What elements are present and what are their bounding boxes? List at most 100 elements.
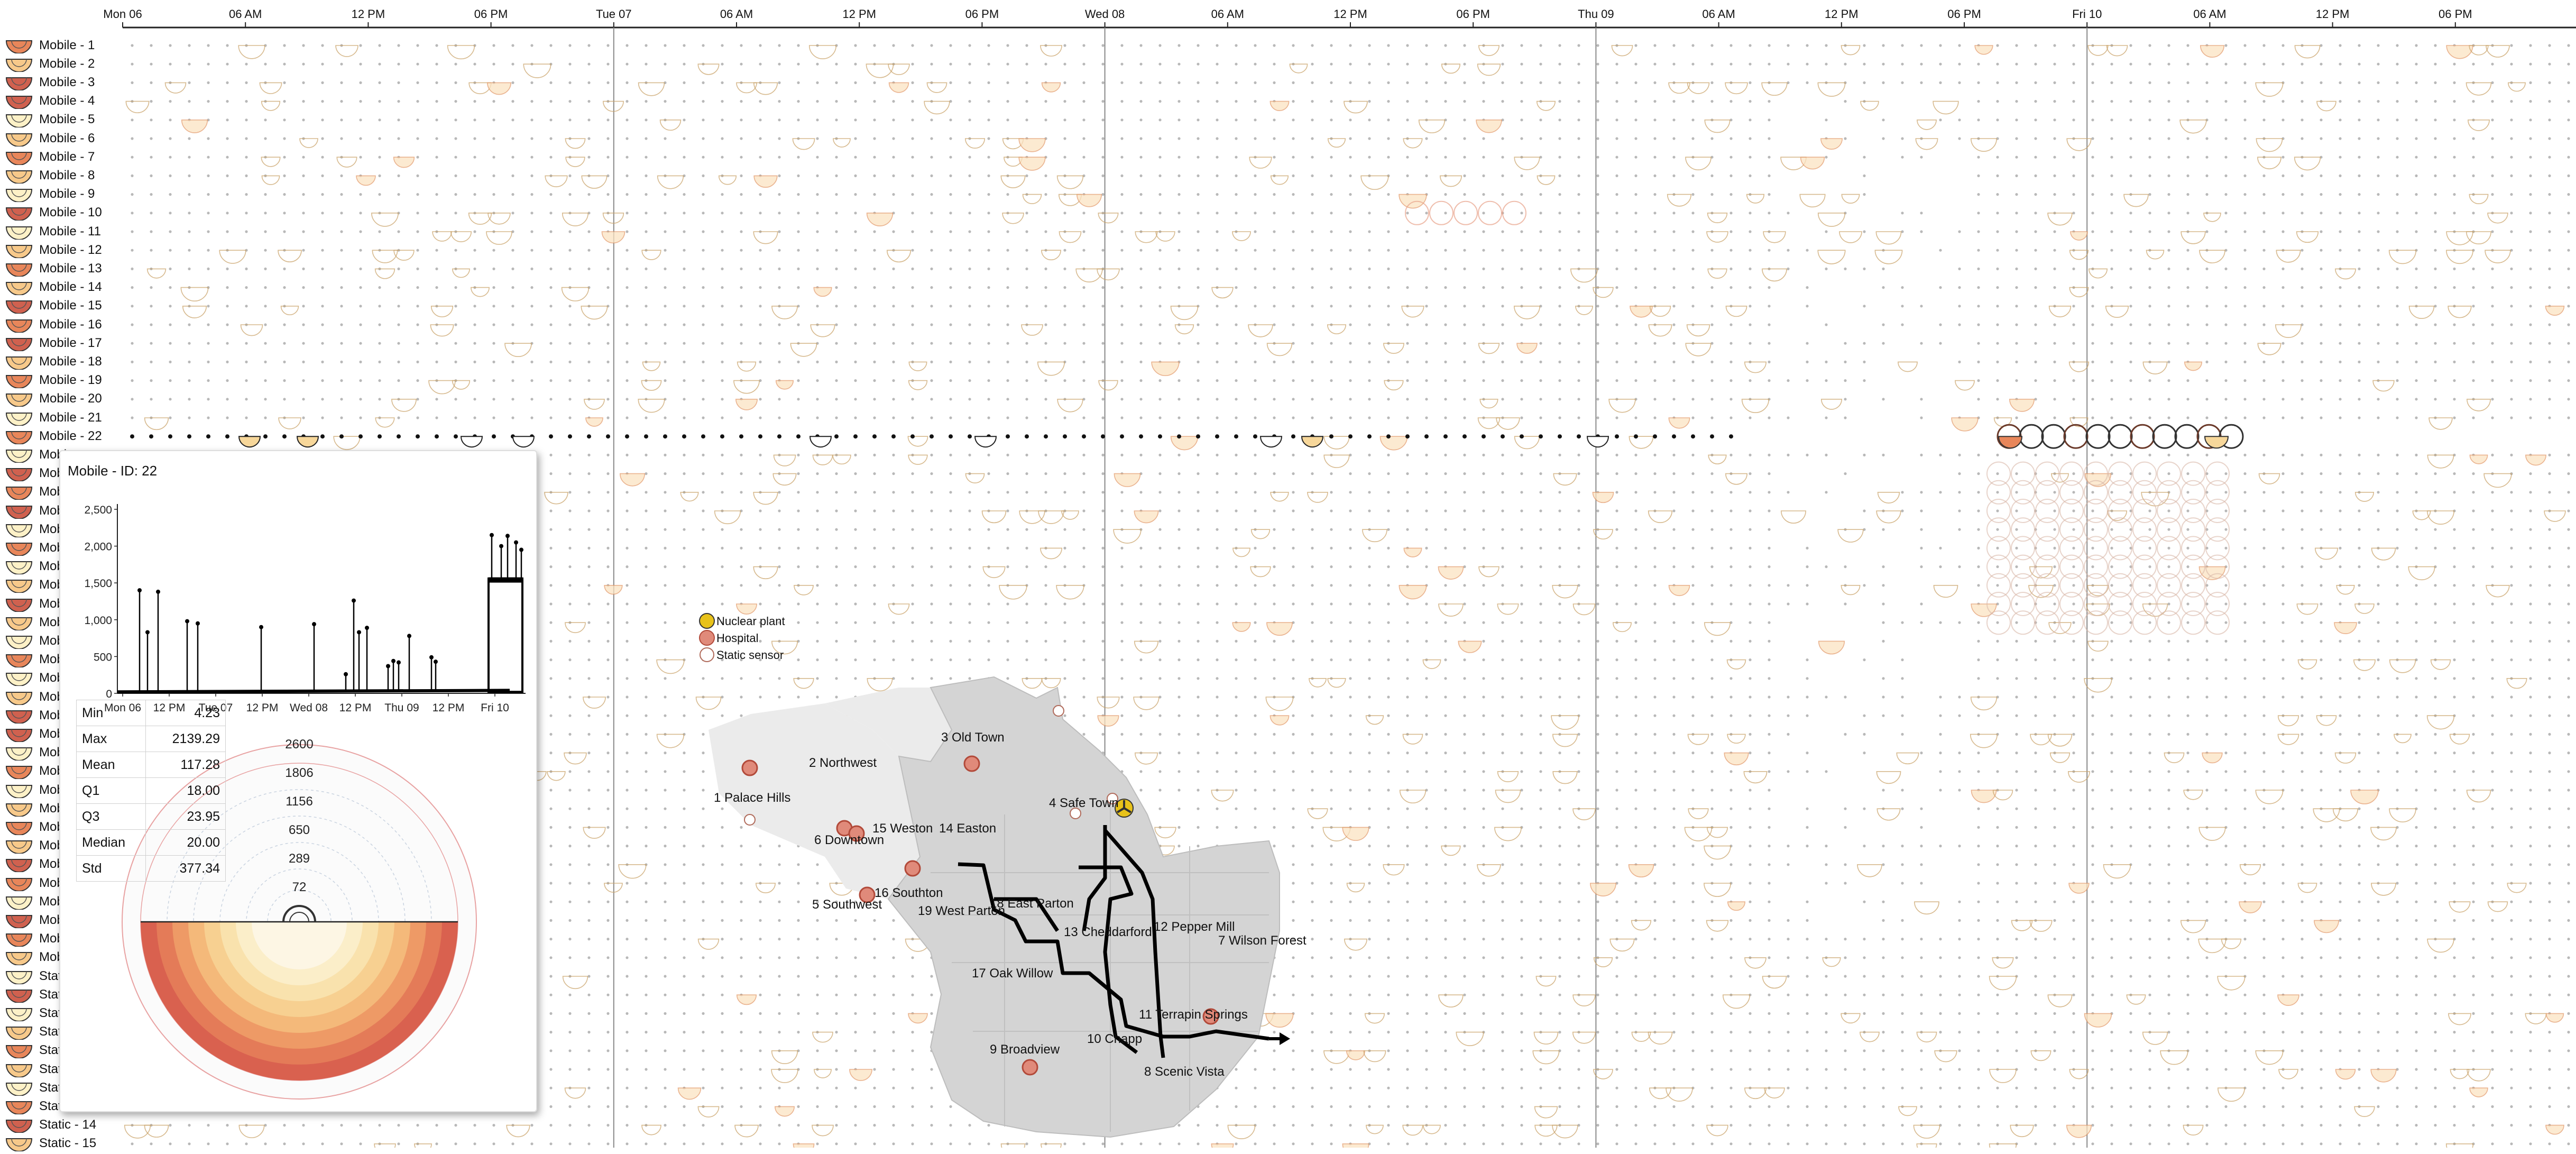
reading-dot — [1006, 416, 1009, 419]
reading-dot — [1139, 118, 1142, 121]
reading-dot — [1710, 249, 1713, 252]
reading-dot — [2148, 733, 2151, 736]
reading-dot — [359, 268, 362, 270]
reading-dot — [2110, 733, 2113, 736]
reading-dot — [226, 230, 228, 233]
reading-dot — [1958, 323, 1961, 326]
reading-dot — [1025, 528, 1028, 531]
reading-dot — [378, 81, 381, 84]
reading-dot — [816, 193, 818, 196]
reading-dot — [664, 454, 666, 456]
reading-dot — [1158, 81, 1161, 84]
reading-dot — [1235, 715, 1237, 717]
reading-dot — [2262, 491, 2265, 493]
reading-dot — [2491, 528, 2494, 531]
reading-dot — [1368, 81, 1370, 84]
reading-dot — [1977, 81, 1980, 84]
reading-dot — [2072, 212, 2075, 214]
reading-dot — [797, 268, 799, 270]
reading-dot — [892, 379, 895, 382]
reading-dot — [1977, 677, 1980, 680]
reading-dot — [1768, 156, 1770, 159]
reading-dot — [1501, 305, 1504, 307]
reading-dot — [492, 249, 495, 252]
reading-dot — [188, 100, 190, 103]
reading-dot — [1958, 44, 1961, 47]
reading-dot — [2224, 100, 2227, 103]
reading-dot — [2434, 100, 2436, 103]
reading-dot — [2339, 416, 2341, 419]
reading-dot — [1939, 565, 1942, 568]
reading-dot — [1273, 509, 1275, 512]
reading-dot — [816, 305, 818, 307]
reading-dot — [835, 565, 838, 568]
reading-dot — [1216, 44, 1218, 47]
reading-dot — [702, 398, 704, 400]
reading-dot — [1596, 509, 1599, 512]
reading-dot — [1330, 305, 1332, 307]
reading-dot — [2205, 379, 2208, 382]
reading-dot — [873, 416, 876, 419]
reading-dot — [2472, 100, 2474, 103]
reading-dot — [2110, 454, 2113, 456]
reading-dot — [2396, 416, 2398, 419]
reading-dot — [2320, 81, 2322, 84]
reading-dot — [1406, 230, 1409, 233]
reading-dot — [2015, 695, 2018, 698]
reading-dot — [1425, 63, 1428, 66]
reading-dot — [873, 640, 876, 643]
reading-dot — [1901, 286, 1903, 289]
reading-dot — [854, 249, 857, 252]
reading-dot — [816, 212, 818, 214]
reading-dot — [1177, 193, 1180, 196]
reading-dot — [549, 398, 552, 400]
reading-dot — [2548, 454, 2551, 456]
reading-dot — [1996, 193, 1999, 196]
reading-dot — [2129, 63, 2132, 66]
reading-dot — [2548, 695, 2551, 698]
reading-dot — [2015, 118, 2018, 121]
reading-dot — [2339, 100, 2341, 103]
reading-dot — [1063, 286, 1066, 289]
reading-dot — [892, 416, 895, 419]
reading-dot — [1349, 156, 1351, 159]
reading-dot — [835, 342, 838, 345]
reading-dot — [1577, 342, 1580, 345]
reading-dot — [2243, 193, 2246, 196]
reading-dot — [1977, 268, 1980, 270]
reading-dot — [359, 416, 362, 419]
reading-dot — [1710, 323, 1713, 326]
reading-dot — [606, 156, 609, 159]
reading-dot — [854, 789, 857, 791]
axis-tick-label: 12 PM — [842, 7, 876, 21]
reading-dot — [2377, 175, 2379, 177]
reading-dot — [1330, 230, 1332, 233]
reading-dot — [1672, 621, 1675, 624]
reading-dot — [1044, 621, 1047, 624]
reading-dot — [587, 81, 590, 84]
reading-dot — [2510, 137, 2513, 140]
reading-dot — [2281, 100, 2284, 103]
axis-tick-label: 06 AM — [229, 7, 262, 21]
reading-dot — [2320, 398, 2322, 400]
reading-dot — [1901, 63, 1903, 66]
reading-dot — [1406, 268, 1409, 270]
reading-dot — [873, 565, 876, 568]
reading-dot — [911, 770, 914, 773]
reading-dot — [930, 789, 933, 791]
reading-dot — [2205, 342, 2208, 345]
reading-dot — [1539, 193, 1542, 196]
reading-dot — [2129, 398, 2132, 400]
reading-dot — [1958, 752, 1961, 754]
reading-dot — [2320, 454, 2322, 456]
reading-dot — [264, 193, 266, 196]
reading-dot — [2415, 63, 2417, 66]
reading-dot — [283, 175, 286, 177]
reading-dot — [835, 640, 838, 643]
reading-dot — [1311, 268, 1313, 270]
reading-dot — [2358, 528, 2360, 531]
reading-dot — [1558, 379, 1561, 382]
reading-dot — [702, 379, 704, 382]
reading-dot — [2186, 752, 2189, 754]
reading-dot — [1672, 212, 1675, 214]
